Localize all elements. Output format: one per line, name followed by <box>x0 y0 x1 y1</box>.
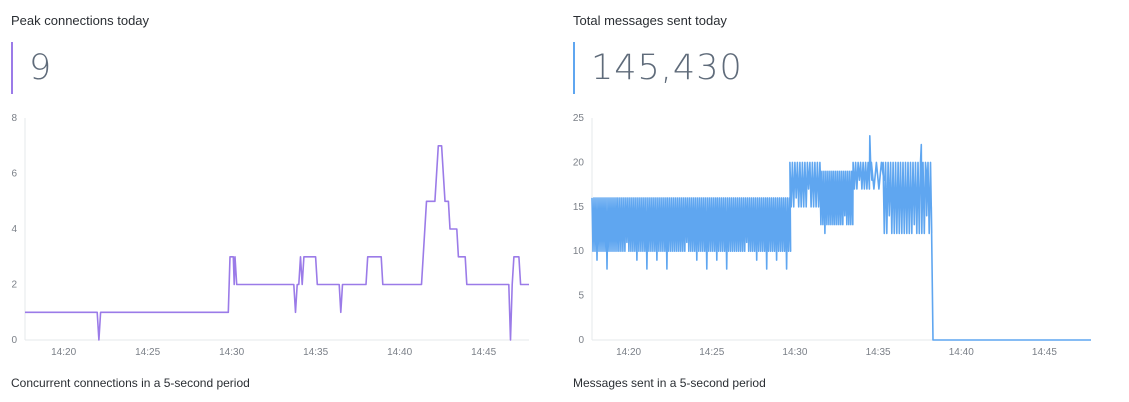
messages-chart: 0 5 10 15 20 25 14:20 14:25 14:30 14:35 14:40 14:45 <box>573 113 1091 358</box>
x-tick-label: 14:35 <box>303 347 328 358</box>
x-tick-label: 14:25 <box>135 347 160 358</box>
x-tick-label: 14:40 <box>387 347 412 358</box>
y-tick-label: 15 <box>573 202 585 213</box>
stat-block: 9 <box>11 42 52 94</box>
y-tick-label: 25 <box>573 113 585 124</box>
x-tick-label: 14:40 <box>949 347 974 358</box>
x-tick-label: 14:25 <box>699 347 724 358</box>
x-tick-label: 14:20 <box>51 347 76 358</box>
x-tick-label: 14:30 <box>782 347 807 358</box>
x-tick-label: 14:30 <box>219 347 244 358</box>
y-tick-label: 0 <box>11 335 17 346</box>
x-tick-label: 14:35 <box>866 347 891 358</box>
peak-connections-value: 9 <box>29 48 53 88</box>
y-tick-label: 6 <box>11 169 17 180</box>
connections-chart: 0 2 4 6 8 14:20 14:25 14:30 14:35 14:40 14:45 <box>11 113 529 358</box>
panel-title: Total messages sent today <box>573 13 727 28</box>
panel-title: Peak connections today <box>11 13 150 28</box>
y-tick-label: 8 <box>11 113 17 124</box>
chart-caption: Messages sent in a 5-second period <box>573 376 766 390</box>
y-tick-label: 20 <box>573 157 585 168</box>
x-tick-label: 14:45 <box>1032 347 1057 358</box>
total-messages-value: 145,430 <box>591 48 743 88</box>
panel-peak-connections: Peak connections today 9 0 2 4 6 8 14:20 14:25… <box>0 0 540 402</box>
series-line <box>25 145 529 341</box>
y-tick-label: 5 <box>578 291 584 302</box>
chart-caption: Concurrent connections in a 5-second per… <box>11 376 250 390</box>
x-tick-label: 14:45 <box>471 347 496 358</box>
stat-block: 145,430 <box>573 42 743 94</box>
x-tick-label: 14:20 <box>616 347 641 358</box>
panel-total-messages: Total messages sent today 145,430 0 5 10 15… <box>562 0 1129 402</box>
series-line <box>591 135 1091 341</box>
y-tick-label: 0 <box>578 335 584 346</box>
y-tick-label: 4 <box>11 224 17 235</box>
y-tick-label: 10 <box>573 246 585 257</box>
y-tick-label: 2 <box>11 280 17 291</box>
